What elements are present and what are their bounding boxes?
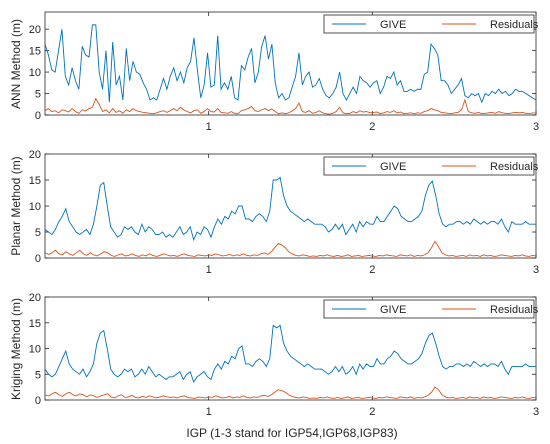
legend: GIVE Residuals: [323, 14, 539, 34]
give-series-line: [45, 324, 536, 383]
legend-box: [323, 299, 535, 319]
y-tick-label: 10: [29, 344, 41, 356]
x-tick-label: 1: [206, 264, 212, 276]
y-tick-label: 10: [29, 201, 41, 213]
y-tick-label: 15: [29, 175, 41, 187]
y-tick-label: 20: [29, 24, 41, 36]
panel-planar: Planar Method (m) 0 5 10 15 20 1 2 3 GIVE Residua…: [9, 149, 539, 276]
x-axis-label: IGP (1-3 stand for IGP54,IGP68,IGP83): [186, 426, 397, 440]
x-tick-label: 2: [369, 121, 375, 133]
x-tick-label: 1: [206, 121, 212, 133]
y-tick-label: 20: [29, 149, 41, 161]
x-tick-label: 3: [533, 121, 539, 133]
ylabel-ann: ANN Method (m): [9, 19, 23, 109]
ylabel-planar: Planar Method (m): [9, 156, 23, 255]
residuals-series-line: [45, 240, 536, 257]
y-tick-label: 5: [35, 89, 41, 101]
y-tick-label: 10: [29, 67, 41, 79]
legend-give-label: GIVE: [380, 161, 406, 173]
residuals-series-line: [45, 386, 536, 399]
legend: GIVE Residuals: [323, 156, 539, 176]
panel-kriging: Kriging Method (m) 0 5 10 15 20 1 2 3 GIVE Residu…: [9, 292, 539, 418]
y-tick-label: 0: [35, 395, 41, 407]
y-tick-label: 15: [29, 46, 41, 58]
x-tick-label: 1: [206, 406, 212, 418]
y-tick-label: 0: [35, 110, 41, 122]
x-tick-label: 3: [533, 264, 539, 276]
legend-box: [323, 156, 535, 176]
y-tick-label: 0: [35, 253, 41, 265]
x-tick-label: 2: [369, 406, 375, 418]
give-series-line: [45, 24, 536, 104]
legend-box: [323, 14, 535, 34]
panel-ann: ANN Method (m) 0 5 10 15 20 1 2 3 GIVE Residuals: [9, 11, 539, 133]
legend-give-label: GIVE: [380, 304, 406, 316]
y-tick-label: 5: [35, 369, 41, 381]
legend-residuals-label: Residuals: [490, 304, 539, 316]
ylabel-kriging: Kriging Method (m): [9, 298, 23, 400]
x-tick-label: 2: [369, 264, 375, 276]
x-tick-label: 3: [533, 406, 539, 418]
legend: GIVE Residuals: [323, 299, 539, 319]
residuals-series-line: [45, 97, 536, 115]
y-tick-label: 15: [29, 318, 41, 330]
give-series-line: [45, 176, 536, 242]
y-tick-label: 20: [29, 292, 41, 304]
legend-residuals-label: Residuals: [490, 19, 539, 31]
legend-residuals-label: Residuals: [490, 161, 539, 173]
legend-give-label: GIVE: [380, 19, 406, 31]
y-tick-label: 5: [35, 227, 41, 239]
